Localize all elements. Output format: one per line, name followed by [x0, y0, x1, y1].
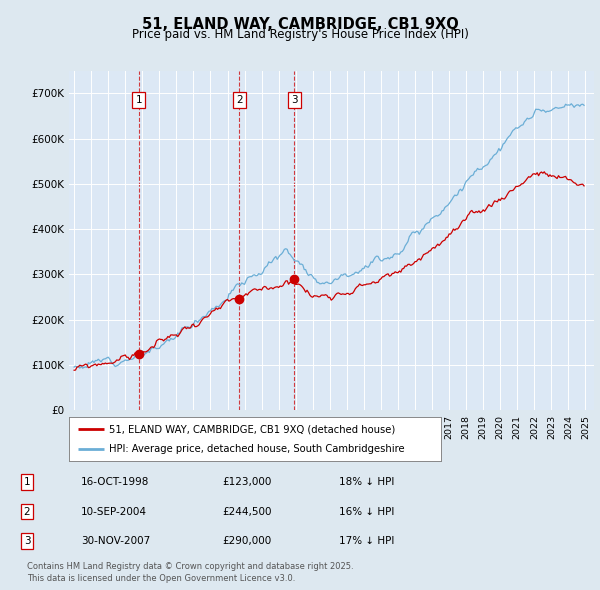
Text: 51, ELAND WAY, CAMBRIDGE, CB1 9XQ (detached house): 51, ELAND WAY, CAMBRIDGE, CB1 9XQ (detac… [109, 424, 395, 434]
Text: 3: 3 [291, 95, 298, 105]
Text: £290,000: £290,000 [222, 536, 271, 546]
Text: £244,500: £244,500 [222, 507, 271, 516]
Text: 16-OCT-1998: 16-OCT-1998 [81, 477, 149, 487]
Text: 1: 1 [136, 95, 142, 105]
Text: 16% ↓ HPI: 16% ↓ HPI [339, 507, 394, 516]
Text: Contains HM Land Registry data © Crown copyright and database right 2025.
This d: Contains HM Land Registry data © Crown c… [27, 562, 353, 583]
Text: 17% ↓ HPI: 17% ↓ HPI [339, 536, 394, 546]
Text: 18% ↓ HPI: 18% ↓ HPI [339, 477, 394, 487]
Text: Price paid vs. HM Land Registry's House Price Index (HPI): Price paid vs. HM Land Registry's House … [131, 28, 469, 41]
Text: HPI: Average price, detached house, South Cambridgeshire: HPI: Average price, detached house, Sout… [109, 444, 405, 454]
Text: 51, ELAND WAY, CAMBRIDGE, CB1 9XQ: 51, ELAND WAY, CAMBRIDGE, CB1 9XQ [142, 17, 458, 31]
Text: 1: 1 [23, 477, 31, 487]
Text: 30-NOV-2007: 30-NOV-2007 [81, 536, 150, 546]
Text: 3: 3 [23, 536, 31, 546]
Text: 10-SEP-2004: 10-SEP-2004 [81, 507, 147, 516]
Text: 2: 2 [23, 507, 31, 516]
Text: 2: 2 [236, 95, 242, 105]
Text: £123,000: £123,000 [222, 477, 271, 487]
